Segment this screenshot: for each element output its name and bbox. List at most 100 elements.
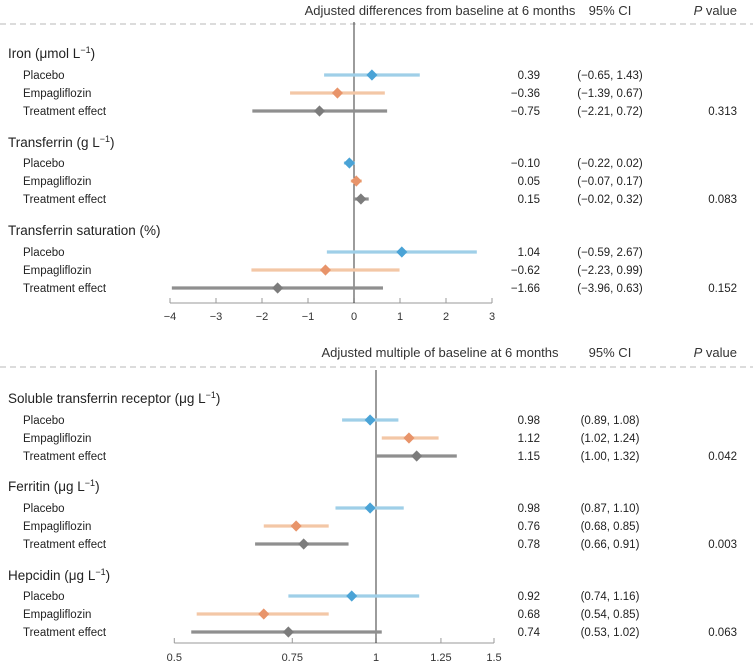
ci-value: (−3.96, 0.63) — [577, 283, 643, 295]
ci-value: (−2.21, 0.72) — [577, 106, 643, 118]
row-treatment-effect: Treatment effect 0.78 (0.66, 0.91) 0.003 — [23, 538, 737, 551]
p-header-rest: value — [702, 345, 737, 360]
x-tick-label: −2 — [256, 311, 269, 323]
group-title-superscript: −1 — [95, 567, 105, 577]
ci-value: (0.68, 0.85) — [581, 521, 640, 533]
p-value: 0.313 — [708, 106, 737, 118]
row-label: Placebo — [23, 415, 65, 427]
group-title-text: Transferrin saturation (%) — [8, 223, 161, 238]
estimate-marker — [313, 105, 326, 117]
estimate-marker — [364, 502, 376, 514]
row-placebo: Placebo −0.10 (−0.22, 0.02) — [23, 157, 643, 170]
x-tick-label: 3 — [489, 311, 495, 323]
group: Iron (μmol L−1) Placebo 0.39 (−0.65, 1.43) E… — [8, 45, 737, 118]
group-title-text: Ferritin (μg L — [8, 479, 85, 494]
row-label: Empagliflozin — [23, 521, 91, 533]
row-treatment-effect: Treatment effect 0.74 (0.53, 1.02) 0.063 — [23, 626, 737, 639]
estimate-marker — [319, 264, 332, 276]
row-empagliflozin: Empagliflozin −0.62 (−2.23, 0.99) — [23, 264, 643, 277]
x-tick-label: 1 — [373, 652, 379, 664]
estimate-value: 0.05 — [518, 176, 540, 188]
row-treatment-effect: Treatment effect −1.66 (−3.96, 0.63) 0.152 — [23, 282, 737, 295]
row-empagliflozin: Empagliflozin 0.68 (0.54, 0.85) — [23, 608, 640, 621]
x-tick-label: 1.25 — [430, 652, 451, 664]
estimate-value: 1.04 — [518, 247, 541, 259]
row-label: Placebo — [23, 591, 65, 603]
ci-value: (0.89, 1.08) — [581, 415, 640, 427]
row-label: Treatment effect — [23, 194, 107, 206]
row-label: Empagliflozin — [23, 88, 91, 100]
x-tick-label: 0.5 — [167, 652, 182, 664]
row-placebo: Placebo 0.39 (−0.65, 1.43) — [23, 69, 643, 82]
ci-value: (0.54, 0.85) — [581, 609, 640, 621]
row-placebo: Placebo 0.98 (0.89, 1.08) — [23, 414, 640, 427]
ci-value: (−2.23, 0.99) — [577, 265, 643, 277]
estimate-marker — [282, 626, 294, 638]
group: Soluble transferrin receptor (μg L−1) Pla… — [8, 390, 737, 463]
group-title-text: Hepcidin (μg L — [8, 568, 96, 583]
estimate-value: 1.15 — [518, 451, 540, 463]
row-label: Placebo — [23, 158, 65, 170]
row-label: Treatment effect — [23, 283, 107, 295]
ci-value: (0.74, 1.16) — [581, 591, 640, 603]
group: Hepcidin (μg L−1) Placebo 0.92 (0.74, 1.16)… — [8, 567, 737, 639]
panel-multiples: Adjusted multiple of baseline at 6 month… — [0, 345, 753, 664]
p-header-italic: P — [694, 345, 703, 360]
group-title-superscript: −1 — [206, 390, 216, 400]
p-value: 0.063 — [708, 627, 737, 639]
p-value-header: P value — [694, 3, 737, 18]
row-label: Treatment effect — [23, 539, 107, 551]
group-title-superscript: −1 — [85, 478, 95, 488]
ci-header: 95% CI — [589, 345, 632, 360]
estimate-marker — [298, 538, 310, 550]
estimate-marker — [366, 69, 378, 81]
estimate-marker — [364, 414, 376, 426]
ci-header: 95% CI — [589, 3, 632, 18]
ci-value: (−0.22, 0.02) — [577, 158, 643, 170]
group-title: Transferrin (g L−1) — [8, 134, 115, 150]
ci-value: (0.66, 0.91) — [581, 539, 640, 551]
panel-title: Adjusted multiple of baseline at 6 month… — [321, 345, 559, 360]
x-tick-label: −4 — [164, 311, 177, 323]
ci-value: (1.02, 1.24) — [581, 433, 640, 445]
group-title-end: ) — [110, 135, 115, 150]
estimate-marker — [290, 520, 302, 532]
row-placebo: Placebo 0.98 (0.87, 1.10) — [23, 502, 640, 515]
estimate-value: −0.62 — [511, 265, 540, 277]
p-value: 0.083 — [708, 194, 737, 206]
row-empagliflozin: Empagliflozin 1.12 (1.02, 1.24) — [23, 432, 640, 445]
x-tick-label: 1 — [397, 311, 403, 323]
estimate-value: −0.75 — [511, 106, 540, 118]
row-placebo: Placebo 0.92 (0.74, 1.16) — [23, 590, 640, 603]
ci-value: (−1.39, 0.67) — [577, 88, 643, 100]
row-empagliflozin: Empagliflozin −0.36 (−1.39, 0.67) — [23, 87, 643, 100]
row-label: Empagliflozin — [23, 433, 91, 445]
p-value: 0.042 — [708, 451, 737, 463]
estimate-marker — [403, 432, 415, 444]
group-title-superscript: −1 — [80, 45, 90, 55]
group-title: Iron (μmol L−1) — [8, 45, 95, 61]
group-title-superscript: −1 — [100, 134, 110, 144]
group-title-end: ) — [106, 568, 111, 583]
estimate-value: 0.15 — [518, 194, 540, 206]
group-title-end: ) — [95, 479, 100, 494]
row-label: Treatment effect — [23, 627, 107, 639]
row-treatment-effect: Treatment effect −0.75 (−2.21, 0.72) 0.313 — [23, 105, 737, 118]
row-treatment-effect: Treatment effect 1.15 (1.00, 1.32) 0.042 — [23, 450, 737, 463]
group-title: Ferritin (μg L−1) — [8, 478, 100, 494]
x-tick-label: −1 — [302, 311, 315, 323]
row-label: Treatment effect — [23, 106, 107, 118]
group-title: Hepcidin (μg L−1) — [8, 567, 110, 583]
estimate-value: 0.78 — [518, 539, 540, 551]
estimate-marker — [346, 590, 358, 602]
row-empagliflozin: Empagliflozin 0.05 (−0.07, 0.17) — [23, 175, 643, 188]
p-header-italic: P — [694, 3, 703, 18]
estimate-value: 0.98 — [518, 415, 540, 427]
ci-value: (0.53, 1.02) — [581, 627, 640, 639]
x-tick-label: 2 — [443, 311, 449, 323]
group: Transferrin saturation (%) Placebo 1.04 (−0… — [8, 223, 737, 295]
panel-title: Adjusted differences from baseline at 6 … — [305, 3, 576, 18]
p-value-header: P value — [694, 345, 737, 360]
row-label: Placebo — [23, 70, 65, 82]
